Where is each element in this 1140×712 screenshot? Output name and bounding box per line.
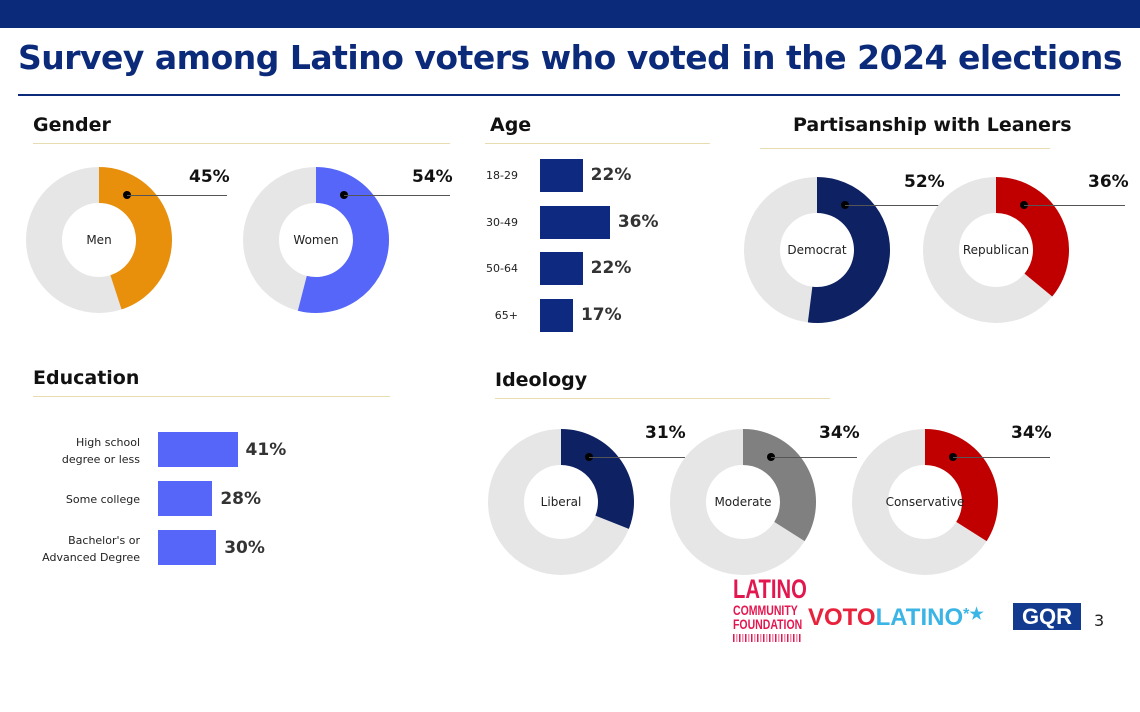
title-divider: [18, 94, 1120, 96]
age-category-label: 50-64: [486, 262, 518, 275]
donut-segment: [742, 429, 816, 542]
percent-label: 52%: [904, 172, 945, 192]
age-heading: Age: [490, 114, 532, 136]
education-label-line: Some college: [65, 493, 140, 506]
donut-label: Men: [86, 233, 112, 247]
leader-line: [771, 457, 857, 458]
donut-label: Liberal: [540, 495, 582, 509]
donut-label: Women: [293, 233, 339, 247]
age-bar: [540, 252, 583, 285]
slide-title: Survey among Latino voters who voted in …: [17, 38, 1123, 77]
donut-label: Moderate: [714, 495, 772, 509]
donut-label: Democrat: [787, 243, 847, 257]
percent-label: 45%: [189, 167, 230, 187]
education-value-label: 30%: [224, 538, 265, 558]
donut-label: Republican: [962, 243, 1030, 257]
page-number: 3: [1094, 611, 1105, 630]
voto-latino-logo: VOTOLATINO*★: [808, 604, 984, 631]
percent-label: 54%: [412, 167, 453, 187]
donut-women: Women: [241, 165, 391, 315]
donut-republican: Republican: [921, 175, 1071, 325]
partisanship-divider: [760, 148, 1050, 149]
donut-conservative: Conservative: [850, 427, 1000, 577]
ideology-divider: [495, 398, 830, 399]
age-bar: [540, 159, 583, 192]
donut-liberal: Liberal: [486, 427, 636, 577]
donut-segment: [560, 429, 634, 529]
latino-community-foundation-logo: LATINO COMMUNITY FOUNDATION: [733, 576, 807, 642]
leader-line: [127, 195, 227, 196]
education-bar: [158, 530, 217, 565]
education-bar: [158, 481, 213, 516]
education-label-line: Advanced Degree: [42, 551, 140, 564]
donut-segment: [924, 429, 998, 542]
leader-line: [845, 205, 940, 206]
gqr-logo: GQR: [1013, 603, 1081, 630]
leader-line: [953, 457, 1050, 458]
education-value-label: 41%: [245, 440, 287, 460]
ideology-heading: Ideology: [495, 369, 588, 391]
gender-divider: [33, 143, 450, 144]
top-bar: [0, 0, 1140, 28]
education-bar: [158, 432, 238, 467]
education-divider: [33, 396, 390, 397]
partisanship-heading: Partisanship with Leaners: [793, 114, 1072, 136]
age-category-label: 18-29: [486, 169, 518, 182]
education-heading: Education: [33, 367, 140, 389]
donut-segment: [98, 167, 172, 310]
education-label-line: Bachelor's or: [68, 534, 140, 547]
donut-segment: [995, 177, 1069, 297]
leader-line: [1024, 205, 1125, 206]
education-category-label: Bachelor's or Advanced Degree: [20, 532, 140, 566]
age-category-label: 65+: [494, 308, 518, 322]
percent-label: 34%: [819, 423, 860, 443]
education-category-label: High school degree or less: [20, 434, 140, 468]
age-bar: [540, 298, 573, 332]
donut-label: Conservative: [885, 495, 965, 509]
age-divider: [485, 143, 710, 144]
percent-label: 31%: [645, 423, 686, 443]
donut-moderate: Moderate: [668, 427, 818, 577]
leader-line: [344, 195, 450, 196]
percent-label: 34%: [1011, 423, 1052, 443]
age-value-label: 22%: [590, 165, 632, 185]
age-value-label: 17%: [580, 304, 622, 325]
education-value-label: 28%: [220, 489, 262, 509]
education-label-line: degree or less: [61, 453, 140, 466]
age-value-label: 22%: [590, 258, 632, 278]
age-bar: [540, 205, 610, 239]
gender-heading: Gender: [33, 114, 111, 136]
percent-label: 36%: [1088, 172, 1129, 192]
donut-democrat: Democrat: [742, 175, 892, 325]
education-label-line: High school: [75, 436, 140, 449]
age-value-label: 36%: [617, 211, 659, 232]
donut-men: Men: [24, 165, 174, 315]
leader-line: [589, 457, 685, 458]
education-category-label: Some college: [20, 491, 140, 508]
age-category-label: 30-49: [486, 215, 518, 229]
